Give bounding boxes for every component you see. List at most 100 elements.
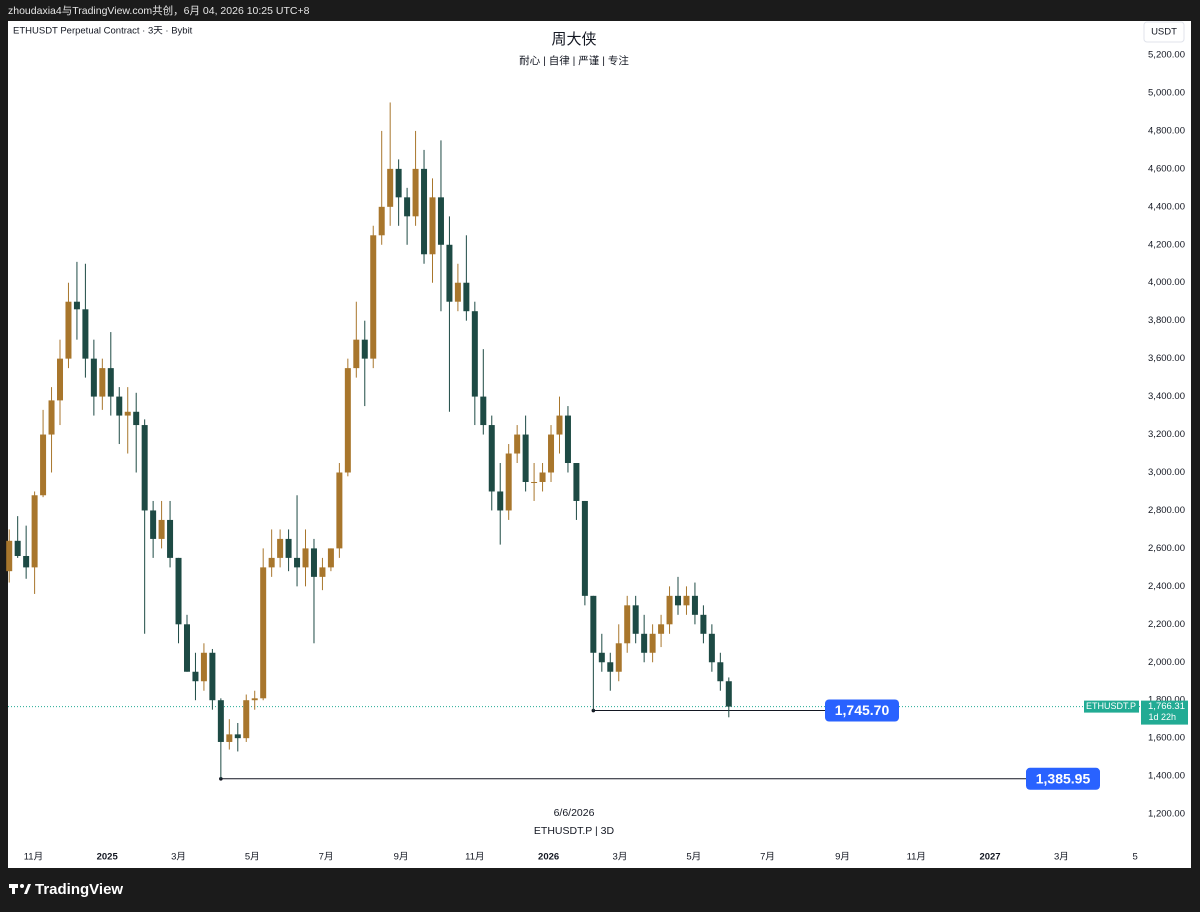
symbol-tag-box bbox=[1084, 700, 1139, 713]
x-tick-label: 7月 bbox=[319, 852, 334, 863]
candle bbox=[624, 595, 631, 653]
x-tick-label: 3月 bbox=[1054, 852, 1069, 863]
candle-body bbox=[598, 652, 605, 663]
y-tick-label: 1,600.00 bbox=[1148, 733, 1185, 744]
candle bbox=[183, 614, 190, 672]
candle bbox=[40, 409, 47, 498]
price-label: 1,385.95 bbox=[1036, 770, 1091, 786]
candle bbox=[725, 677, 732, 718]
candle bbox=[522, 415, 529, 492]
y-tick-label: 3,800.00 bbox=[1148, 315, 1185, 326]
candle-body bbox=[226, 734, 233, 742]
candle bbox=[649, 624, 656, 663]
x-tick-label: 9月 bbox=[394, 852, 409, 863]
watermark: 6/6/2026 bbox=[554, 807, 595, 819]
candle-body bbox=[454, 282, 461, 302]
candle bbox=[268, 529, 275, 577]
candle-body bbox=[370, 235, 377, 359]
candle-body bbox=[251, 698, 258, 701]
candle bbox=[641, 614, 648, 663]
candle-body bbox=[641, 633, 648, 653]
candle bbox=[192, 652, 199, 701]
candle-body bbox=[217, 700, 224, 742]
candle-body bbox=[548, 434, 555, 473]
candle-body bbox=[387, 168, 394, 207]
candle bbox=[133, 392, 140, 473]
candle bbox=[107, 332, 114, 416]
candle-body bbox=[116, 396, 123, 416]
candle-body bbox=[14, 540, 21, 556]
candle-body bbox=[234, 734, 241, 739]
instrument: ETHUSDT Perpetual Contract · 3天 · Bybit bbox=[13, 26, 193, 37]
candle-body bbox=[183, 624, 190, 672]
candle-body bbox=[607, 662, 614, 672]
price-label-box bbox=[1026, 767, 1100, 790]
x-tick-label: 2026 bbox=[538, 852, 559, 863]
x-tick-label: 3月 bbox=[613, 852, 628, 863]
symbol-tag: ETHUSDT.P bbox=[1086, 701, 1136, 711]
candle-body bbox=[683, 595, 690, 606]
candle-body bbox=[658, 624, 665, 634]
x-tick-label: 3月 bbox=[171, 852, 186, 863]
candle bbox=[429, 178, 436, 283]
candle-body bbox=[691, 595, 698, 615]
x-tick-label: 7月 bbox=[760, 852, 775, 863]
candle-body bbox=[412, 168, 419, 217]
candle-body bbox=[573, 463, 580, 501]
y-tick-label: 4,800.00 bbox=[1148, 125, 1185, 136]
candle bbox=[116, 387, 123, 445]
candle-body bbox=[294, 557, 301, 568]
candle bbox=[243, 694, 250, 742]
candle-body bbox=[725, 681, 732, 707]
candle bbox=[531, 463, 538, 501]
candle bbox=[327, 548, 334, 572]
candle bbox=[90, 339, 97, 416]
candle-body bbox=[361, 339, 368, 359]
candle bbox=[361, 320, 368, 407]
x-tick-label: 2025 bbox=[97, 852, 119, 863]
candle bbox=[344, 358, 351, 477]
candle bbox=[607, 652, 614, 691]
candle-body bbox=[243, 700, 250, 739]
candle-body bbox=[463, 282, 470, 312]
candle bbox=[598, 633, 605, 672]
candle bbox=[217, 698, 224, 779]
candle-body bbox=[6, 540, 13, 572]
candle bbox=[65, 282, 72, 369]
candle-body bbox=[344, 368, 351, 473]
candle bbox=[277, 529, 284, 568]
candle-body bbox=[353, 339, 360, 369]
y-tick-label: 3,600.00 bbox=[1148, 353, 1185, 364]
candle bbox=[336, 463, 343, 558]
x-tick-label: 5月 bbox=[245, 852, 260, 863]
candle-body bbox=[421, 168, 428, 255]
candle-body bbox=[675, 595, 682, 606]
candle-body bbox=[192, 671, 199, 682]
candle bbox=[480, 349, 487, 435]
candle bbox=[14, 516, 21, 558]
currency-box[interactable] bbox=[1143, 21, 1185, 43]
candle-body bbox=[277, 538, 284, 558]
candle bbox=[446, 216, 453, 412]
candle-body bbox=[700, 614, 707, 634]
candle-body bbox=[150, 510, 157, 539]
candle-body bbox=[429, 197, 436, 255]
candle bbox=[370, 225, 377, 369]
watermark: ETHUSDT.P | 3D bbox=[534, 825, 615, 837]
candle bbox=[200, 643, 207, 691]
candle-body bbox=[404, 197, 411, 217]
countdown: 1d 22h bbox=[1148, 712, 1176, 722]
candle-body bbox=[124, 411, 131, 416]
candle bbox=[6, 529, 13, 583]
header-bar: zhoudaxia4与TradingView.com共创，6月 04, 2026… bbox=[8, 4, 310, 17]
y-tick-label: 1,400.00 bbox=[1148, 771, 1185, 782]
candle bbox=[285, 529, 292, 572]
candle bbox=[260, 548, 267, 701]
candle bbox=[124, 387, 131, 454]
candle-body bbox=[65, 301, 72, 359]
candle-body bbox=[310, 548, 317, 577]
price-label-box bbox=[825, 699, 899, 722]
candle-body bbox=[107, 368, 114, 397]
candle-body bbox=[446, 244, 453, 302]
